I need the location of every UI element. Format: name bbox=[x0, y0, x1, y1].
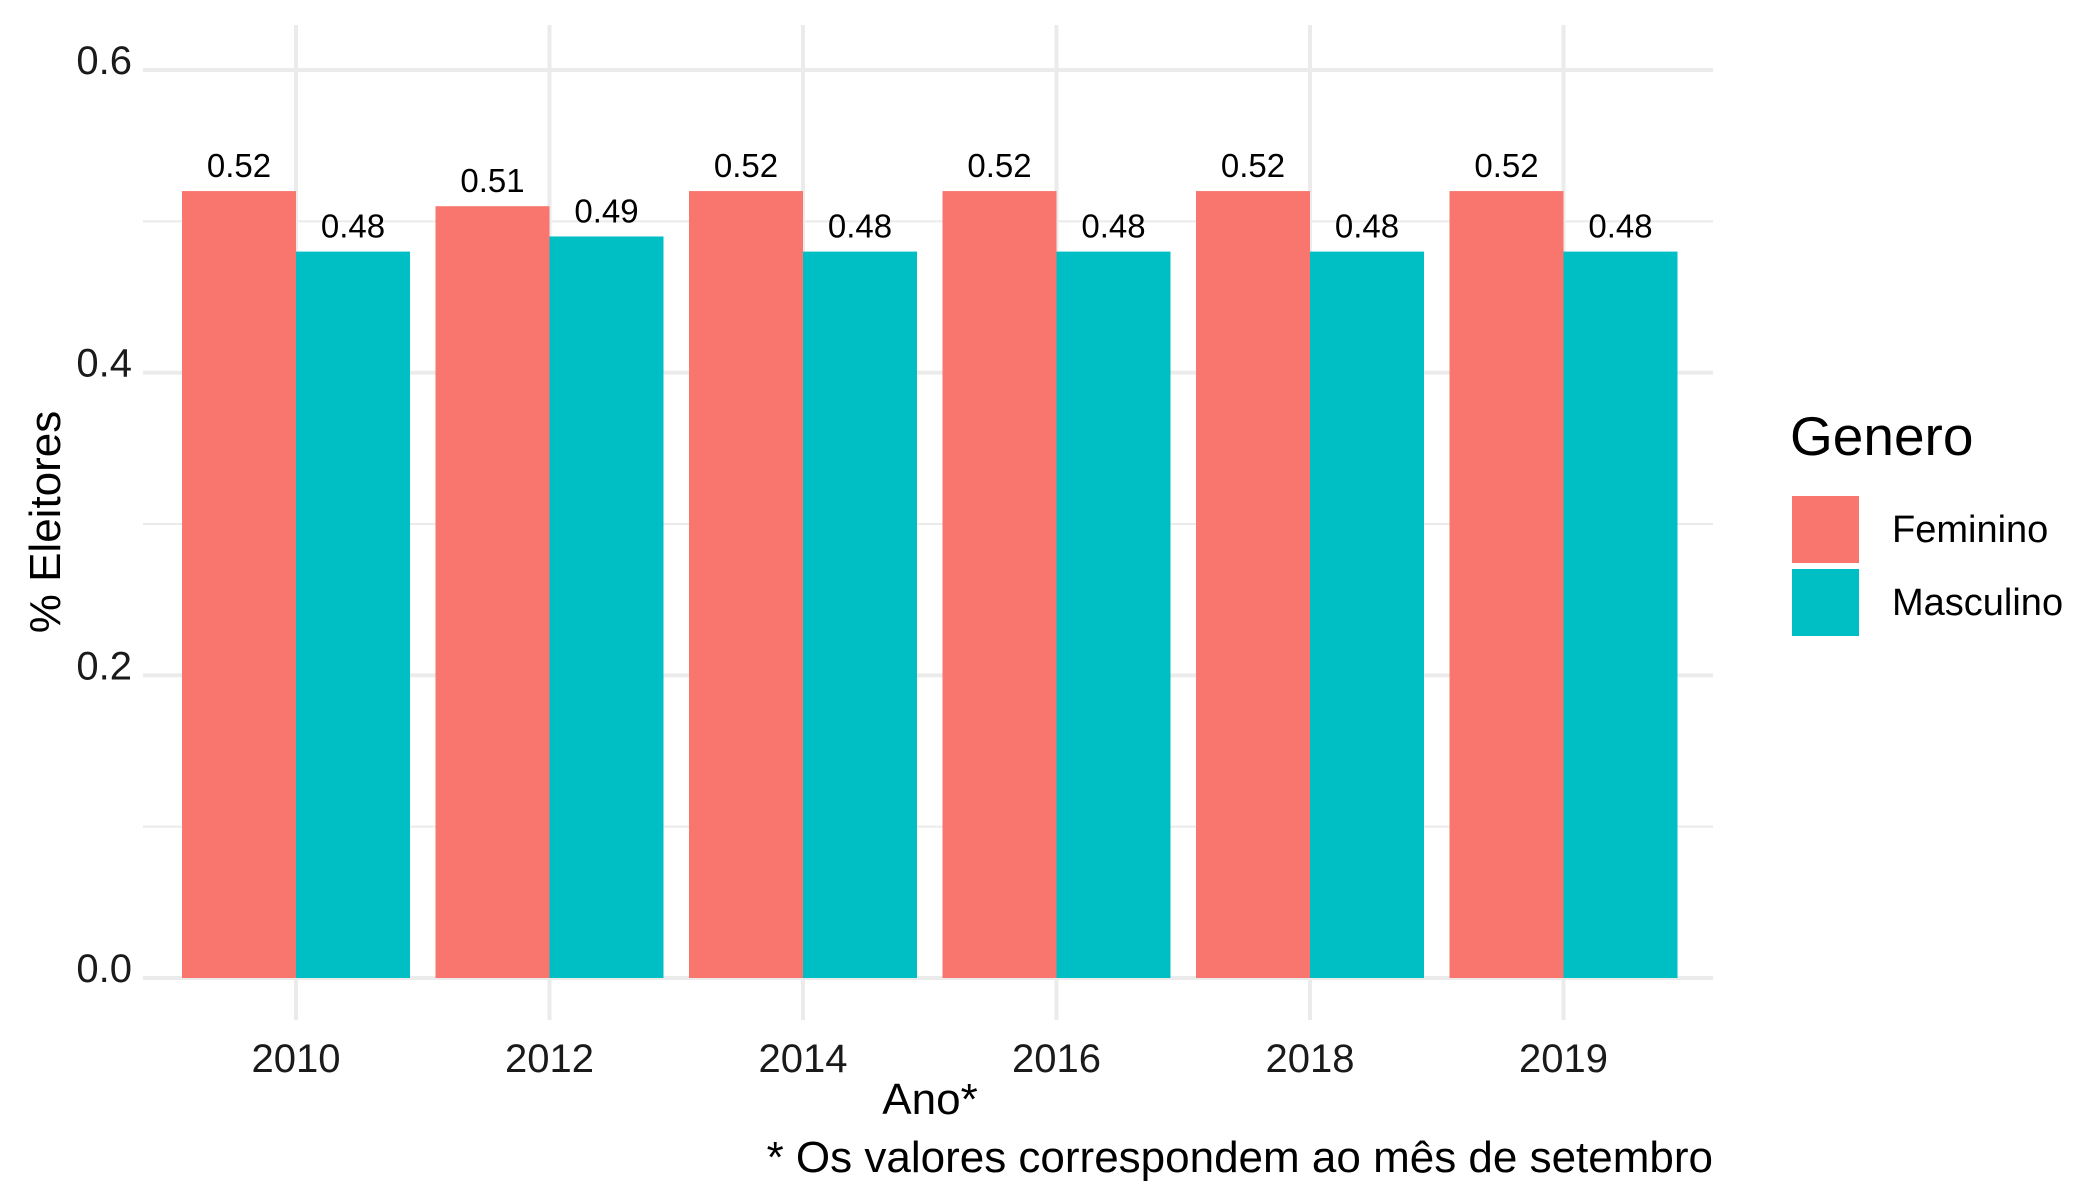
x-tick-label: 2016 bbox=[1012, 1037, 1101, 1081]
legend-title: Genero bbox=[1790, 405, 1973, 467]
data-label-feminino-2014: 0.52 bbox=[714, 147, 778, 184]
data-label-feminino-2012: 0.51 bbox=[460, 162, 524, 199]
data-label-masculino-2019: 0.48 bbox=[1588, 208, 1652, 245]
bar-masculino-2010 bbox=[296, 251, 410, 979]
legend-key-feminino bbox=[1792, 496, 1859, 563]
legend-label-feminino: Feminino bbox=[1892, 509, 2048, 551]
y-axis-title: % Eleitores bbox=[21, 411, 70, 634]
bar-masculino-2012 bbox=[549, 236, 664, 978]
data-label-masculino-2010: 0.48 bbox=[321, 208, 385, 245]
x-tick-label: 2012 bbox=[505, 1037, 594, 1081]
data-label-masculino-2016: 0.48 bbox=[1081, 208, 1145, 245]
x-axis-title: Ano* bbox=[882, 1075, 977, 1124]
y-tick-label: 0.0 bbox=[76, 947, 132, 991]
bar-masculino-2018 bbox=[1310, 251, 1424, 979]
bar-feminino-2012 bbox=[435, 206, 550, 978]
data-label-masculino-2018: 0.48 bbox=[1335, 208, 1399, 245]
bar-feminino-2018 bbox=[1196, 191, 1310, 979]
data-label-feminino-2016: 0.52 bbox=[967, 147, 1031, 184]
x-tick-label: 2019 bbox=[1519, 1037, 1608, 1081]
data-label-feminino-2018: 0.52 bbox=[1221, 147, 1285, 184]
bar-masculino-2014 bbox=[803, 251, 917, 979]
bar-feminino-2010 bbox=[182, 191, 296, 979]
y-tick-label: 0.6 bbox=[76, 39, 132, 83]
bar-feminino-2019 bbox=[1449, 191, 1564, 979]
bar-feminino-2014 bbox=[689, 191, 803, 979]
bars bbox=[182, 191, 1678, 979]
data-labels: 0.52 0.51 0.52 0.52 0.52 0.52 0.48 0.49 0.48 0.48… bbox=[207, 147, 1653, 245]
y-axis: 0.0 0.2 0.4 0.6 bbox=[76, 39, 132, 991]
bar-masculino-2016 bbox=[1056, 251, 1171, 979]
x-tick-label: 2010 bbox=[252, 1037, 341, 1081]
legend: Genero Feminino Masculino bbox=[1790, 405, 2063, 636]
y-tick-label: 0.4 bbox=[76, 342, 132, 386]
data-label-masculino-2012: 0.49 bbox=[574, 192, 638, 229]
data-label-feminino-2010: 0.52 bbox=[207, 147, 271, 184]
x-tick-label: 2018 bbox=[1266, 1037, 1355, 1081]
bar-feminino-2016 bbox=[942, 191, 1057, 979]
y-tick-label: 0.2 bbox=[76, 644, 132, 688]
legend-label-masculino: Masculino bbox=[1892, 582, 2063, 624]
x-axis: 2010 2012 2014 2016 2018 2019 bbox=[252, 1037, 1608, 1081]
legend-key-masculino bbox=[1792, 569, 1859, 636]
x-tick-label: 2014 bbox=[759, 1037, 848, 1081]
data-label-feminino-2019: 0.52 bbox=[1474, 147, 1538, 184]
data-label-masculino-2014: 0.48 bbox=[828, 208, 892, 245]
bar-masculino-2019 bbox=[1563, 251, 1678, 979]
caption: * Os valores correspondem ao mês de sete… bbox=[767, 1133, 1713, 1182]
